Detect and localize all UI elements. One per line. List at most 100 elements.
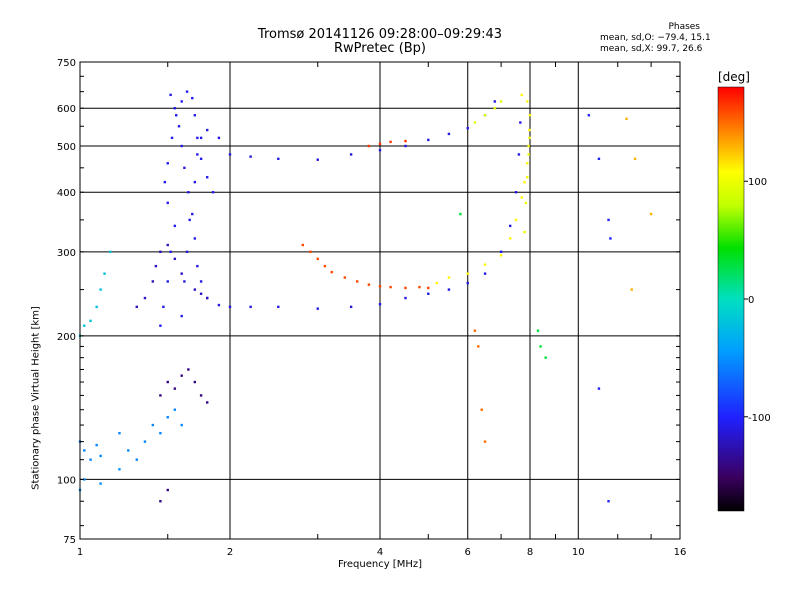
data-point (523, 180, 526, 184)
data-point (378, 148, 382, 152)
data-point (118, 431, 121, 435)
data-point (389, 285, 392, 289)
data-point (199, 136, 203, 140)
data-point (127, 449, 130, 452)
data-point (118, 468, 121, 471)
data-point (528, 114, 532, 117)
data-point (180, 423, 183, 427)
data-point (166, 280, 169, 283)
data-point (418, 285, 421, 289)
data-point (180, 374, 183, 377)
data-point (526, 100, 529, 103)
data-point (483, 440, 487, 443)
data-point (435, 281, 438, 285)
phase-stats-heading: Phases (668, 22, 700, 32)
phase-stats: Phases mean, sd,O: −79.4, 15.1 mean, sd,… (600, 22, 711, 55)
x-axis-label: Frequency [MHz] (337, 559, 423, 570)
chart-title-line2: RwPretec (Bp) (333, 41, 427, 56)
y-tick-label: 600 (57, 104, 76, 115)
data-point (473, 121, 477, 124)
data-point (466, 272, 469, 275)
data-point (526, 162, 529, 165)
data-point (477, 345, 480, 348)
data-point (493, 100, 497, 103)
data-point (473, 329, 477, 332)
data-point (154, 264, 158, 268)
data-point (191, 96, 194, 100)
data-point (517, 153, 521, 156)
data-point (175, 114, 178, 117)
data-point (166, 243, 169, 247)
data-point (205, 176, 209, 179)
data-point (180, 100, 183, 103)
data-point (228, 305, 232, 309)
data-point (427, 138, 430, 142)
data-point (526, 176, 529, 179)
data-point (343, 276, 347, 279)
data-point (95, 305, 98, 309)
data-point (183, 280, 186, 283)
data-point (83, 449, 86, 452)
colorbar-tick-label: 100 (748, 177, 767, 188)
data-point (389, 140, 392, 144)
plot-frame (79, 61, 681, 540)
colorbar-ticks: 100 0 -100 (744, 177, 771, 424)
data-point (466, 281, 469, 285)
data-point (466, 126, 469, 130)
data-point (514, 218, 518, 222)
data-point (499, 250, 503, 254)
data-point (166, 201, 169, 205)
data-point (173, 224, 177, 228)
data-point (630, 288, 633, 291)
y-tick-label: 75 (63, 535, 76, 546)
data-point (135, 458, 138, 461)
data-point (483, 272, 487, 275)
data-point (524, 201, 528, 205)
data-point (597, 157, 601, 161)
data-point (597, 387, 601, 390)
data-point (349, 153, 353, 156)
data-point (193, 114, 197, 117)
data-point (159, 394, 162, 397)
data-point (544, 356, 547, 359)
data-point (99, 454, 102, 458)
data-point (378, 142, 382, 146)
colorbar-unit-label: [deg] (718, 70, 750, 84)
grid-lines (80, 62, 680, 539)
data-point (196, 264, 199, 268)
data-point (166, 488, 169, 492)
data-point (277, 157, 280, 161)
data-point (211, 191, 215, 194)
data-point (159, 324, 162, 327)
data-point (205, 296, 209, 300)
data-point (378, 285, 382, 288)
data-point (228, 153, 232, 156)
colorbar-tick-label: 0 (748, 295, 754, 306)
data-point (159, 500, 162, 503)
data-point (163, 180, 167, 184)
data-point (316, 158, 319, 161)
data-point (499, 100, 503, 103)
data-point (159, 431, 162, 435)
data-point (520, 196, 523, 199)
data-point (447, 132, 451, 136)
data-point (109, 250, 112, 254)
data-point (89, 319, 92, 323)
data-point (527, 144, 530, 148)
data-point (508, 224, 512, 228)
data-point (177, 125, 181, 128)
data-point (355, 280, 359, 283)
data-point (427, 286, 430, 290)
data-point (367, 144, 371, 148)
data-point (162, 305, 165, 309)
data-point (191, 212, 194, 216)
data-point (607, 218, 610, 222)
data-point (83, 478, 86, 481)
data-point (188, 218, 191, 222)
data-point (180, 272, 183, 275)
data-point (480, 408, 483, 411)
y-tick-label: 400 (57, 188, 76, 199)
data-point (199, 157, 203, 161)
data-point (199, 394, 203, 397)
y-tick-label: 500 (57, 142, 76, 153)
